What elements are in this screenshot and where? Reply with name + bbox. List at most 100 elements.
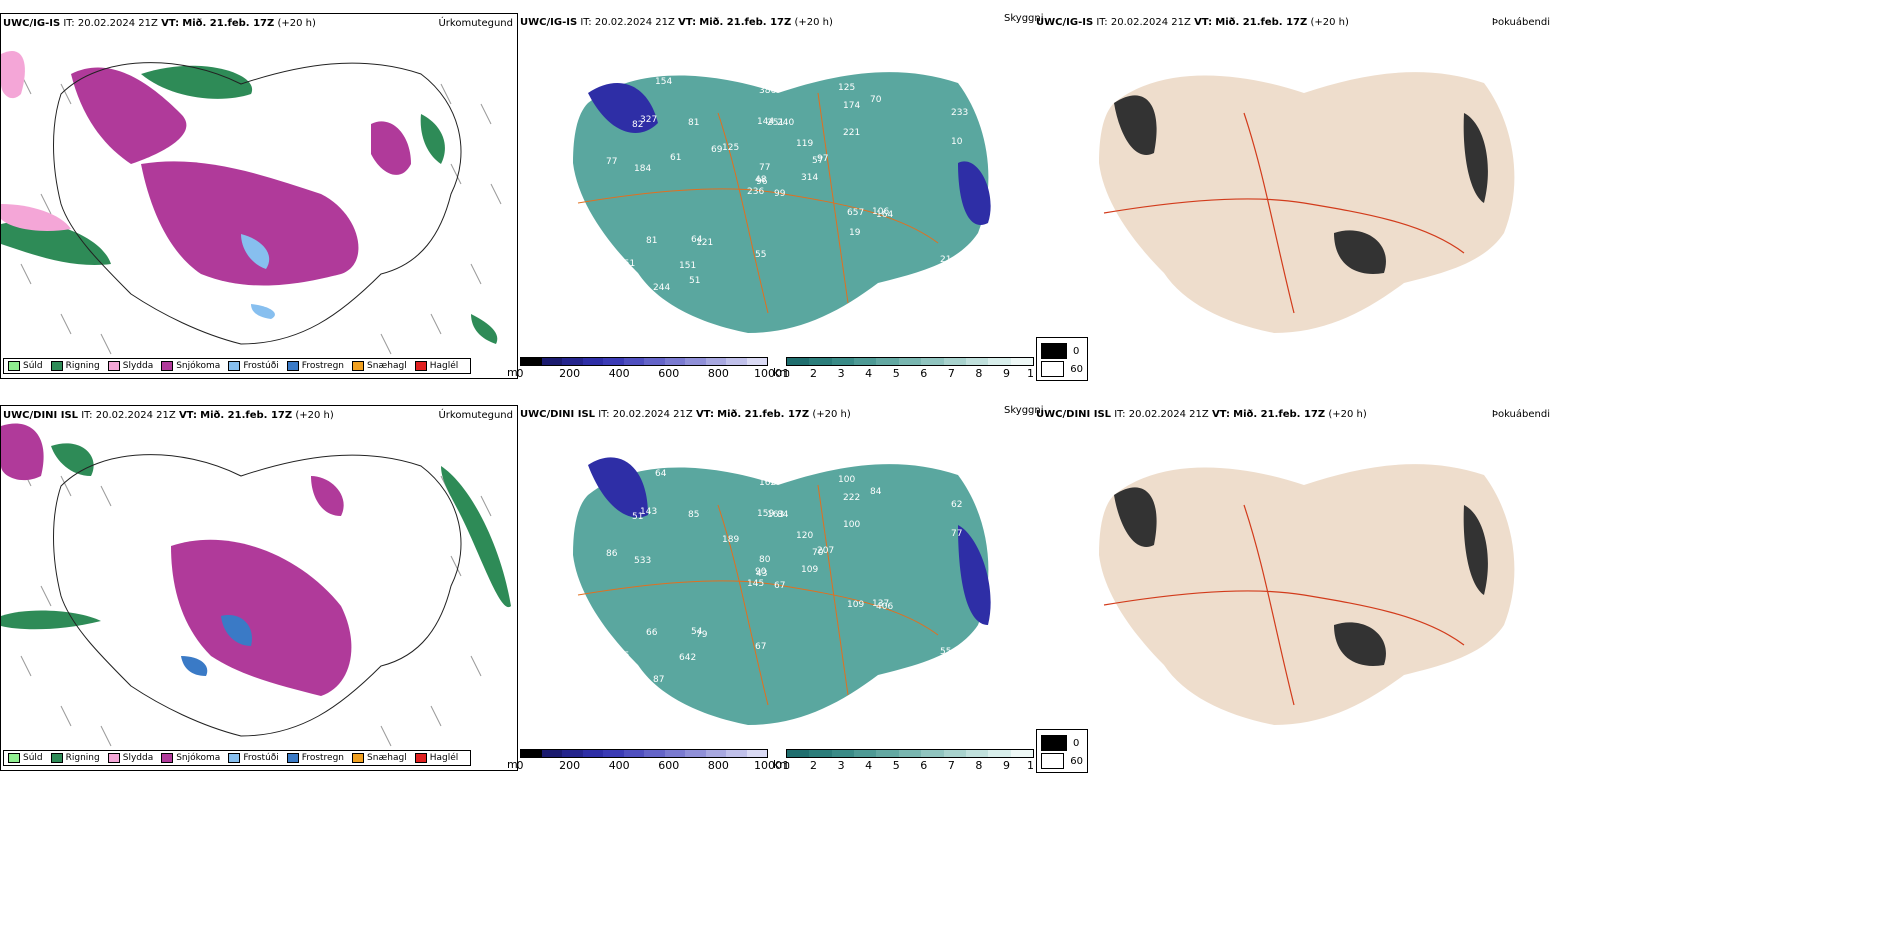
colorbar-tick-label: 5 (892, 759, 900, 772)
road-network (577, 484, 939, 706)
visibility-value-label: 21 (940, 255, 951, 265)
road-network (577, 92, 939, 314)
fog-legend-item: 60 (1041, 752, 1083, 770)
colorbar-swatch (1010, 358, 1033, 365)
land-fill (1099, 72, 1515, 333)
visibility-colorbar-m: m 0 200 400 600 800 1000 (507, 749, 782, 772)
colorbar-swatch (562, 358, 583, 365)
visibility-value-label: 51 (689, 276, 700, 286)
visibility-value-label: 62 (951, 500, 962, 510)
visibility-value-label: 119 (796, 139, 813, 149)
visibility-value-label: 642 (679, 653, 696, 663)
colorbar-swatch (809, 750, 832, 757)
visibility-value-label: 106 (872, 207, 889, 217)
colorbar-tick-label: 3 (837, 367, 845, 380)
panel-header: UWC/IG-IS IT: 20.02.2024 21Z VT: Mið. 21… (1036, 17, 1349, 28)
colorbar-tick-label: 1000 (754, 759, 782, 772)
visibility-value-label: 97 (817, 154, 828, 164)
colorbar-swatch (623, 358, 644, 365)
visibility-value-label: 85 (688, 510, 699, 520)
colorbar-tick-label: 5 (892, 367, 900, 380)
snow-area (71, 67, 411, 286)
field-title: Skyggni (1004, 405, 1044, 416)
colorbar-swatch (746, 358, 767, 365)
visibility-value-label: 154 (655, 77, 672, 87)
visibility-value-label: 54 (691, 627, 703, 637)
visibility-value-label: 236 (747, 187, 764, 197)
colorbar-swatch (831, 358, 855, 365)
land-fill (1099, 464, 1515, 725)
field-title: Þokuábendi (1491, 17, 1550, 28)
panel-header: UWC/DINI ISL IT: 20.02.2024 21Z VT: Mið.… (3, 410, 334, 421)
visibility-value-label: 174 (843, 101, 860, 111)
colorbar-swatch (943, 750, 966, 757)
low-vis-areas (588, 457, 991, 625)
visibility-value-label: 657 (847, 208, 864, 218)
visibility-value-label: 66 (646, 628, 658, 638)
fog-areas (1114, 487, 1488, 666)
visibility-value-label: 189 (722, 535, 739, 545)
visibility-value-label: 67 (774, 581, 785, 591)
visibility-value-label: 314 (801, 173, 818, 183)
visibility-value-label: 43 (756, 569, 767, 579)
colorbar-swatch (603, 358, 624, 365)
field-title: Úrkomutegund (438, 410, 513, 421)
rain-area (1, 65, 498, 344)
visibility-value-label: 64 (691, 235, 703, 245)
colorbar-swatch (644, 358, 665, 365)
visibility-value-label: 100 (838, 475, 855, 485)
visibility-value-label: 77 (951, 529, 962, 539)
field-title: Þokuábendi (1491, 409, 1550, 420)
visibility-value-label: 222 (843, 493, 860, 503)
panel-header: UWC/IG-IS IT: 20.02.2024 21Z VT: Mið. 21… (520, 17, 833, 28)
colorbar-swatch (988, 750, 1011, 757)
visibility-value-label: 125 (722, 143, 739, 153)
colorbar-tick-label: 9 (1002, 759, 1010, 772)
field-title: Úrkomutegund (438, 18, 513, 29)
colorbar-swatch (582, 750, 603, 757)
colorbar-swatch (988, 358, 1011, 365)
colorbar-tick-label: 400 (608, 367, 630, 380)
fog-legend: 0 60 (1036, 729, 1088, 773)
colorbar-tick-label: 1000 (754, 367, 782, 380)
visibility-value-label: 221 (843, 128, 860, 138)
legend-item: Snjókoma (161, 361, 220, 371)
colorbar-tick-label: 4 (865, 367, 873, 380)
colorbar-tick-label: 1 (782, 367, 790, 380)
visibility-value-label: 77 (606, 157, 617, 167)
colorbar-tick-label: 0 (516, 367, 524, 380)
fog-legend-item: 0 (1041, 342, 1083, 360)
coastline (53, 454, 462, 737)
colorbar-swatch (965, 750, 989, 757)
colorbar-tick-label: 600 (658, 759, 680, 772)
visibility-value-label: 77 (618, 662, 629, 672)
visibility-value-label: 51 (632, 512, 643, 522)
visibility-value-label: 240 (777, 118, 794, 128)
colorbar-swatch (876, 358, 899, 365)
colorbar-tick-label: 0 (516, 759, 524, 772)
fog-legend-item: 60 (1041, 360, 1083, 378)
precip-type-panel-top: UWC/IG-IS IT: 20.02.2024 21Z VT: Mið. 21… (0, 13, 518, 379)
colorbar-swatch (831, 750, 855, 757)
visibility-colorbar-km: km 12345678910 (773, 749, 1041, 772)
visibility-value-label: 145 (747, 579, 764, 589)
snow-area (1, 423, 352, 696)
precip-type-panel-bottom: UWC/DINI ISL IT: 20.02.2024 21Z VT: Mið.… (0, 405, 518, 771)
precip-legend: Súld Rigning Slydda Snjókoma Frostúði Fr… (3, 358, 472, 374)
colorbar-swatch (562, 750, 583, 757)
visibility-value-label: 110 (945, 279, 962, 289)
visibility-value-label: 125 (838, 83, 855, 93)
colorbar-swatch (726, 750, 747, 757)
visibility-value-label: 69 (711, 145, 723, 155)
colorbar-swatch (685, 750, 706, 757)
visibility-value-label: 70 (870, 95, 882, 105)
colorbar-swatch (876, 750, 899, 757)
panel-header: UWC/IG-IS IT: 20.02.2024 21Z VT: Mið. 21… (3, 18, 316, 29)
colorbar-swatch (854, 750, 877, 757)
colorbar-swatch (623, 750, 644, 757)
visibility-value-label: 151 (618, 259, 635, 269)
colorbar-swatch (664, 358, 685, 365)
colorbar-swatch (854, 358, 877, 365)
sleet-area (1, 50, 71, 231)
precip-type-map (1, 423, 511, 747)
